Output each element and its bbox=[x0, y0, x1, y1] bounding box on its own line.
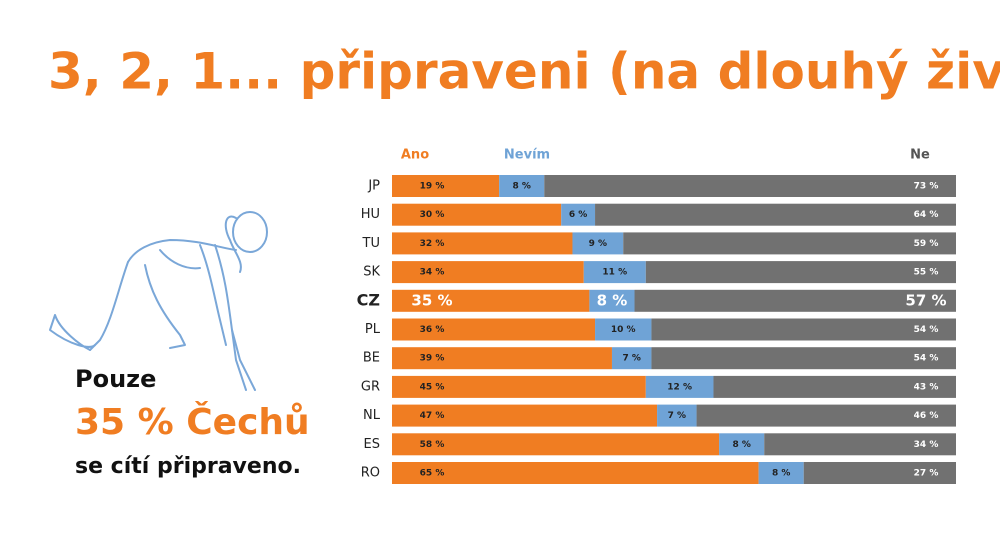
value-label: 65 % bbox=[420, 469, 445, 479]
category-label: BE bbox=[363, 351, 380, 366]
value-label: 34 % bbox=[420, 268, 445, 278]
bar-segment bbox=[392, 232, 573, 255]
side-text: se cítí připraveno. bbox=[75, 454, 301, 479]
value-label: 35 % bbox=[411, 291, 452, 309]
bar-segment bbox=[645, 261, 956, 284]
bar-segment bbox=[623, 232, 956, 255]
value-label: 9 % bbox=[589, 239, 607, 249]
bar-segment bbox=[634, 289, 956, 312]
category-label: CZ bbox=[357, 290, 380, 309]
bar-segment bbox=[392, 261, 584, 284]
value-label: 43 % bbox=[914, 382, 939, 392]
bar-segment bbox=[392, 462, 759, 484]
category-label: GR bbox=[361, 379, 380, 394]
bar-segment bbox=[583, 261, 646, 284]
legend-label: Ne bbox=[910, 148, 930, 163]
value-label: 64 % bbox=[914, 210, 939, 220]
value-label: 36 % bbox=[420, 325, 445, 335]
value-label: 59 % bbox=[914, 239, 939, 249]
value-label: 8 % bbox=[597, 291, 628, 309]
value-label: 8 % bbox=[513, 182, 531, 192]
bar-segment bbox=[392, 404, 658, 427]
value-label: 19 % bbox=[420, 182, 445, 192]
value-label: 46 % bbox=[914, 411, 939, 421]
side-text-highlight: 35 % Čechů bbox=[75, 401, 310, 443]
value-label: 54 % bbox=[914, 354, 939, 364]
value-label: 58 % bbox=[420, 440, 445, 450]
category-label: RO bbox=[361, 466, 380, 481]
category-label: SK bbox=[363, 265, 380, 280]
bar-segment bbox=[758, 462, 804, 484]
category-label: NL bbox=[363, 408, 381, 423]
bar-segment bbox=[392, 289, 590, 312]
title: 3, 2, 1... připraveni (na dlouhý život)? bbox=[48, 43, 1000, 101]
bar-segment bbox=[651, 318, 956, 341]
value-label: 6 % bbox=[569, 210, 587, 220]
value-label: 57 % bbox=[905, 291, 946, 309]
value-label: 8 % bbox=[772, 469, 790, 479]
value-label: 7 % bbox=[622, 354, 640, 364]
value-label: 7 % bbox=[668, 411, 686, 421]
value-label: 55 % bbox=[914, 268, 939, 278]
bar-segment bbox=[589, 289, 635, 312]
runner-illustration bbox=[49, 211, 268, 391]
bar-segment bbox=[561, 203, 596, 226]
bar-segment bbox=[392, 203, 562, 226]
bar-segment bbox=[499, 175, 545, 197]
value-label: 47 % bbox=[420, 411, 445, 421]
value-label: 12 % bbox=[667, 382, 692, 392]
bar-segment bbox=[392, 347, 612, 370]
side-text: Pouze bbox=[75, 365, 156, 393]
bar-segment bbox=[572, 232, 624, 255]
bar-segment bbox=[803, 462, 956, 484]
bar-segment bbox=[595, 203, 956, 226]
bar-segment bbox=[611, 347, 652, 370]
value-label: 27 % bbox=[914, 469, 939, 479]
legend-label: Nevím bbox=[504, 148, 550, 163]
category-label: ES bbox=[364, 437, 380, 452]
bar-segment bbox=[392, 433, 720, 456]
value-label: 54 % bbox=[914, 325, 939, 335]
bar-segment bbox=[764, 433, 956, 456]
bar-segment bbox=[696, 404, 956, 427]
value-label: 8 % bbox=[732, 440, 750, 450]
value-label: 34 % bbox=[914, 440, 939, 450]
bar-segment bbox=[719, 433, 765, 456]
value-label: 11 % bbox=[602, 268, 627, 278]
category-label: TU bbox=[362, 236, 380, 251]
bar-segment bbox=[392, 375, 646, 398]
bar-segment bbox=[657, 404, 697, 427]
category-label: JP bbox=[367, 179, 380, 194]
bar-segment bbox=[392, 318, 596, 341]
bar-segment bbox=[392, 175, 500, 197]
value-label: 10 % bbox=[611, 325, 636, 335]
value-label: 45 % bbox=[420, 382, 445, 392]
legend-label: Ano bbox=[401, 148, 429, 163]
bar-segment bbox=[713, 375, 956, 398]
value-label: 73 % bbox=[914, 182, 939, 192]
bar-segment bbox=[544, 175, 956, 197]
value-label: 32 % bbox=[420, 239, 445, 249]
bar-segment bbox=[651, 347, 956, 370]
bar-segment bbox=[595, 318, 652, 341]
category-label: HU bbox=[361, 207, 380, 222]
value-label: 30 % bbox=[420, 210, 445, 220]
value-label: 39 % bbox=[420, 354, 445, 364]
category-label: PL bbox=[365, 322, 381, 337]
bar-segment bbox=[645, 375, 714, 398]
